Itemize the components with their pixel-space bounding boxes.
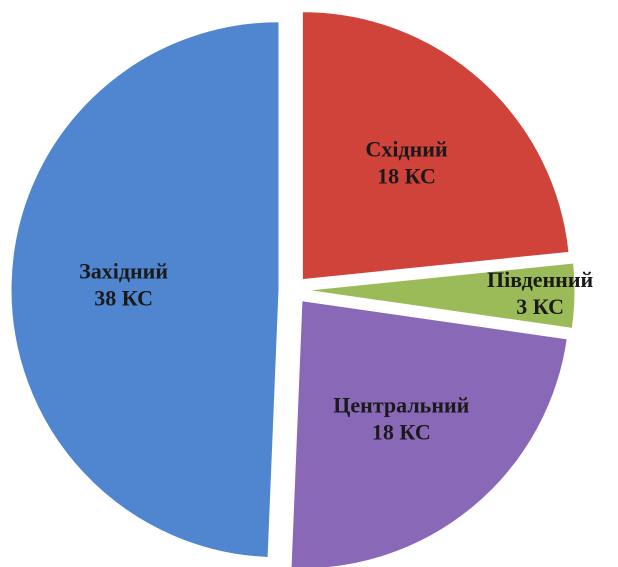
slice-label: Центральний (333, 392, 469, 417)
pie-slice (10, 21, 280, 559)
slice-label: Східний (365, 136, 447, 161)
pie-slice (301, 11, 570, 281)
slice-label: Західний (79, 259, 168, 284)
slice-value-label: 38 КС (94, 286, 153, 311)
pie-slice (306, 262, 576, 329)
slice-value-label: 18 КС (372, 419, 431, 444)
pie-slice (290, 300, 568, 567)
slice-label: Південний (487, 267, 593, 292)
slice-value-label: 18 КС (377, 163, 436, 188)
slice-value-label: 3 КС (516, 294, 564, 319)
